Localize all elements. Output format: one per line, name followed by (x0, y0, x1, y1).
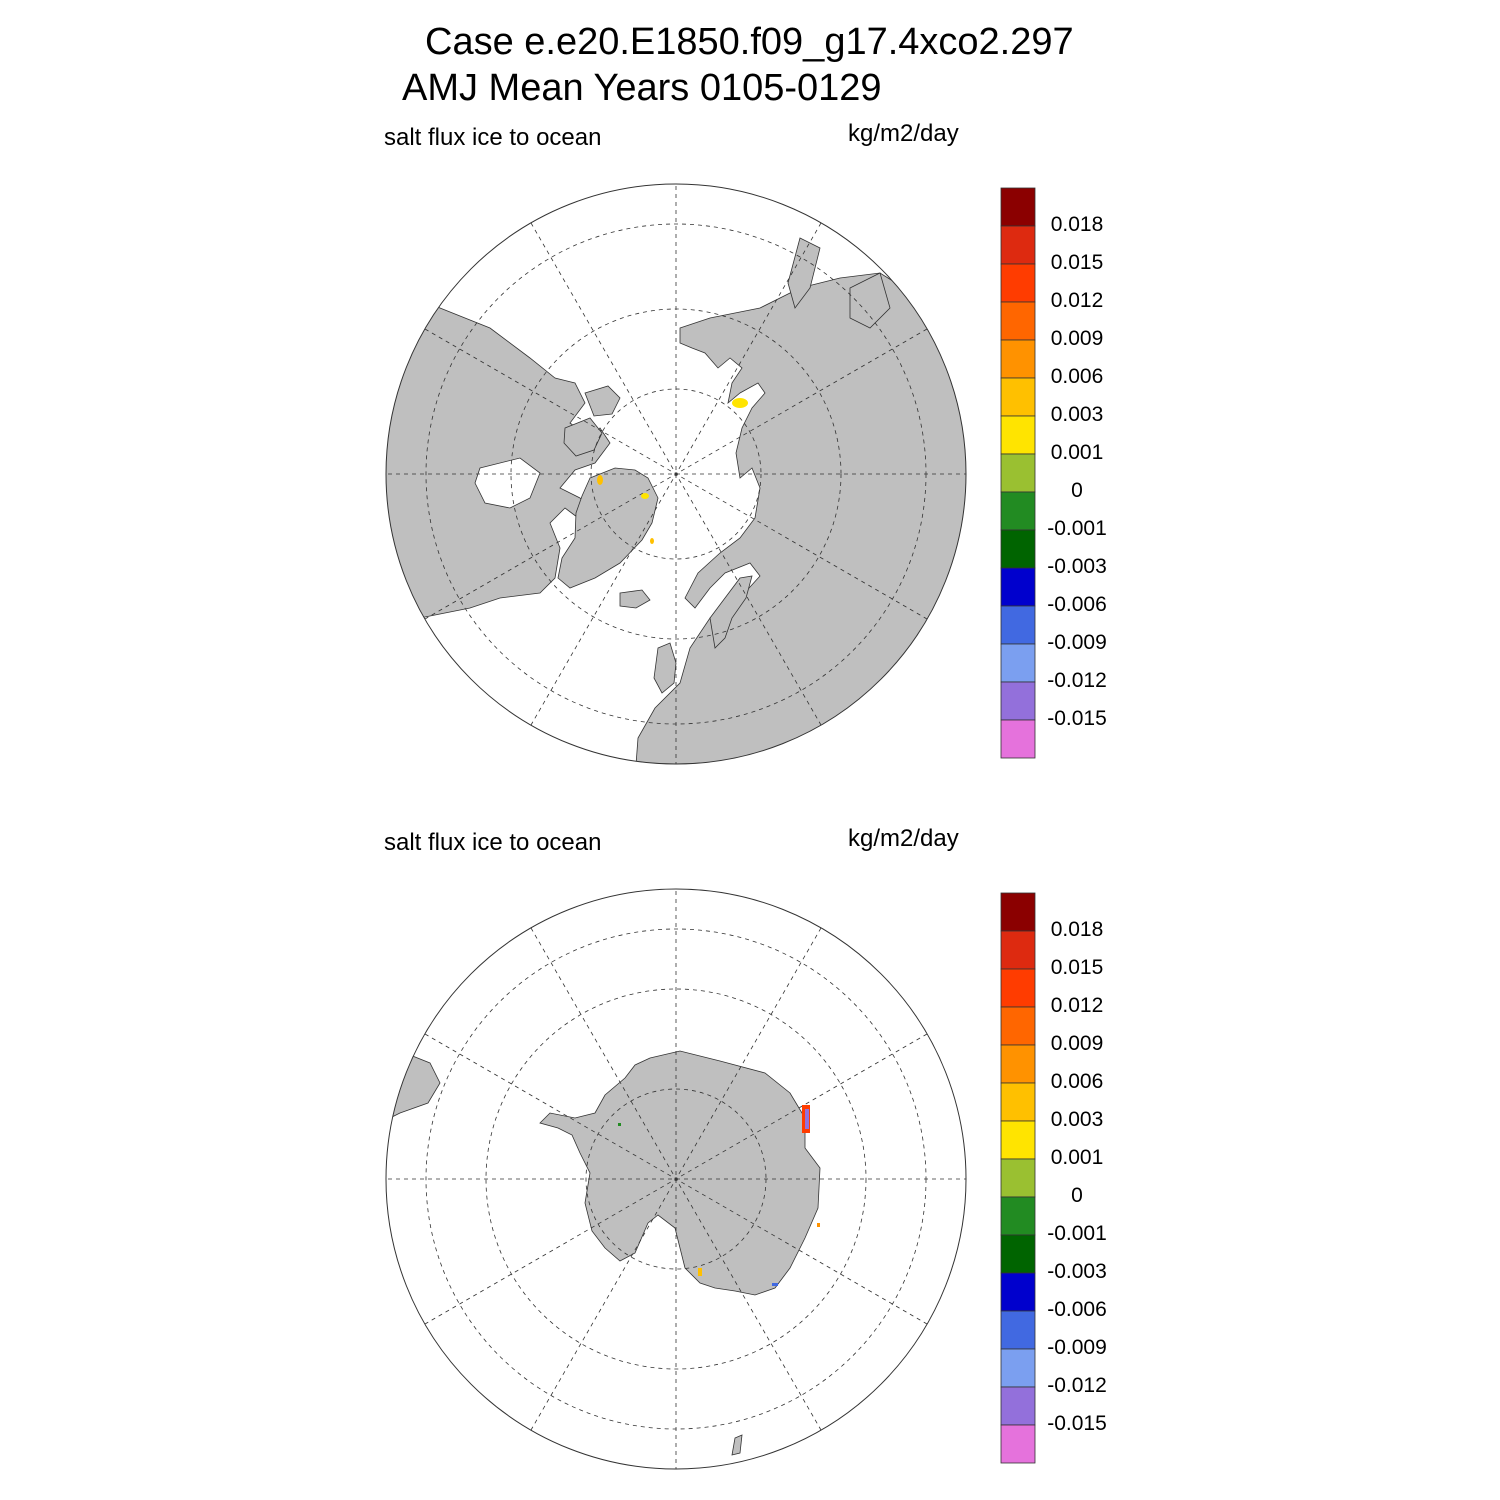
flux-values (618, 1105, 820, 1286)
land-masses (386, 237, 966, 764)
colorbar-swatch (1000, 339, 1036, 379)
colorbar-tick-label: -0.006 (1047, 593, 1107, 616)
colorbar-swatch (1000, 1006, 1036, 1046)
colorbar-swatch (1000, 892, 1036, 932)
colorbar-swatch (1000, 1120, 1036, 1160)
north-america-landmass (386, 277, 611, 639)
colorbar-tick-label: 0 (1071, 479, 1083, 502)
colorbar-swatch (1000, 1234, 1036, 1274)
colorbar-swatch (1000, 1044, 1036, 1084)
colorbar-swatch (1000, 719, 1036, 759)
colorbar-swatch (1000, 377, 1036, 417)
colorbar-tick-label: 0.006 (1050, 365, 1104, 388)
colorbar-swatch (1000, 567, 1036, 607)
colorbar-tick-label: 0.003 (1050, 1108, 1104, 1131)
north-polar-map (385, 183, 967, 765)
colorbar-tick-label: -0.015 (1047, 1412, 1107, 1435)
panel1-units-label: kg/m2/day (848, 120, 959, 147)
scandinavia (709, 575, 753, 649)
colorbar-tick-label: -0.012 (1047, 669, 1107, 692)
antarctica (539, 1050, 821, 1296)
colorbar-swatch (1000, 605, 1036, 645)
colorbar-tick-label: 0.009 (1050, 1032, 1104, 1055)
colorbar-tick-label: 0.018 (1050, 918, 1104, 941)
colorbar-swatch (1000, 529, 1036, 569)
colorbar-swatch (1000, 1158, 1036, 1198)
colorbar-swatches (1000, 187, 1036, 759)
arctic-archipelago (563, 417, 603, 457)
colorbar-swatches (1000, 892, 1036, 1464)
colorbar-swatch (1000, 1196, 1036, 1236)
panel2-variable-label: salt flux ice to ocean (384, 829, 602, 856)
graticule (386, 184, 966, 764)
colorbar-swatch (1000, 1310, 1036, 1350)
colorbar-swatch (1000, 301, 1036, 341)
graticule (386, 889, 966, 1469)
colorbar-swatch (1000, 453, 1036, 493)
colorbar-tick-label: -0.001 (1047, 517, 1107, 540)
colorbar-tick-label: 0.001 (1050, 441, 1104, 464)
colorbar-swatch (1000, 491, 1036, 531)
eurasia-landmass (634, 272, 966, 764)
figure-title-line2: AMJ Mean Years 0105-0129 (402, 67, 882, 109)
panel1-colorbar (1000, 187, 1040, 764)
flux-values (597, 398, 748, 544)
colorbar-swatch (1000, 1348, 1036, 1388)
colorbar-tick-label: 0.003 (1050, 403, 1104, 426)
colorbar-tick-label: -0.009 (1047, 1336, 1107, 1359)
south-polar-map (385, 888, 967, 1470)
colorbar-swatch (1000, 1424, 1036, 1464)
colorbar-tick-label: -0.001 (1047, 1222, 1107, 1245)
colorbar-swatch (1000, 1272, 1036, 1312)
colorbar-tick-label: 0.015 (1050, 251, 1104, 274)
colorbar-tick-label: -0.015 (1047, 707, 1107, 730)
colorbar-tick-label: -0.006 (1047, 1298, 1107, 1321)
colorbar-swatch (1000, 930, 1036, 970)
iceland (619, 589, 651, 609)
colorbar-swatch (1000, 968, 1036, 1008)
colorbar-swatch (1000, 1082, 1036, 1122)
panel2-colorbar (1000, 892, 1040, 1469)
colorbar-tick-label: 0 (1071, 1184, 1083, 1207)
colorbar-tick-label: 0.001 (1050, 1146, 1104, 1169)
greenland (557, 467, 659, 589)
colorbar-swatch (1000, 681, 1036, 721)
colorbar-tick-label: 0.015 (1050, 956, 1104, 979)
colorbar-tick-label: 0.012 (1050, 994, 1104, 1017)
panel2-units-label: kg/m2/day (848, 825, 959, 852)
figure-title-line1: Case e.e20.E1850.f09_g17.4xco2.297 (425, 21, 1074, 63)
colorbar-tick-label: -0.003 (1047, 555, 1107, 578)
colorbar-tick-label: 0.018 (1050, 213, 1104, 236)
colorbar-tick-label: 0.006 (1050, 1070, 1104, 1093)
colorbar-swatch (1000, 187, 1036, 227)
colorbar-swatch (1000, 643, 1036, 683)
colorbar-tick-label: -0.009 (1047, 631, 1107, 654)
panel1-variable-label: salt flux ice to ocean (384, 124, 602, 151)
colorbar-swatch (1000, 1386, 1036, 1426)
colorbar-tick-label: -0.003 (1047, 1260, 1107, 1283)
colorbar-swatch (1000, 225, 1036, 265)
colorbar-tick-label: 0.012 (1050, 289, 1104, 312)
british-isles (653, 642, 677, 694)
colorbar-tick-label: 0.009 (1050, 327, 1104, 350)
colorbar-swatch (1000, 263, 1036, 303)
colorbar-tick-label: -0.012 (1047, 1374, 1107, 1397)
colorbar-swatch (1000, 415, 1036, 455)
